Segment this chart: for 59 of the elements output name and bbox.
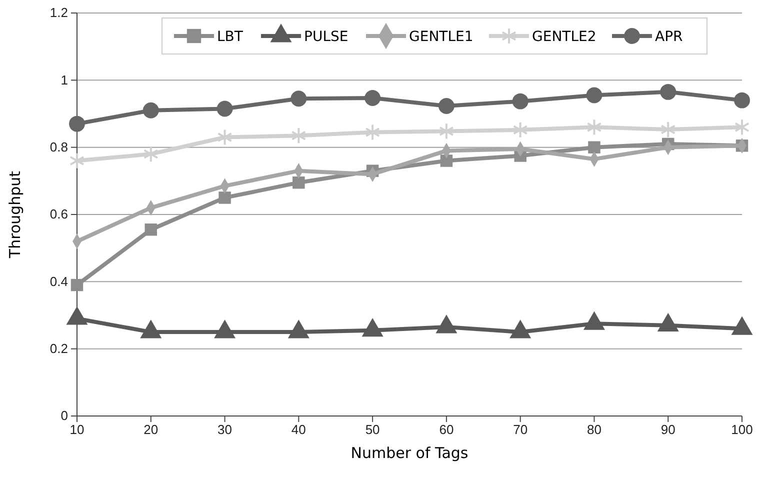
point: [365, 124, 380, 141]
legend-label: APR: [655, 29, 684, 45]
x-tick-label: 20: [144, 422, 158, 438]
x-tick-label: 70: [513, 422, 528, 438]
point: [512, 121, 528, 138]
point: [69, 152, 85, 170]
point: [438, 98, 454, 114]
x-tick-label: 80: [586, 422, 602, 438]
point: [586, 87, 602, 104]
point: [586, 118, 602, 136]
point: [436, 314, 458, 334]
x-tick-label: 90: [660, 422, 676, 438]
x-tick-label: 10: [70, 422, 84, 438]
point: [583, 311, 605, 330]
y-tick-label: 0: [60, 408, 68, 424]
y-axis-title: Throughput: [6, 170, 24, 260]
point: [660, 121, 676, 138]
y-tick-label: 0.2: [50, 340, 68, 356]
point: [734, 92, 750, 108]
x-tick-label: 50: [365, 422, 380, 438]
legend-label: GENTLE2: [532, 29, 596, 45]
point: [217, 128, 232, 146]
y-tick-label: 0.8: [50, 139, 68, 154]
point: [140, 320, 162, 338]
point: [143, 146, 158, 163]
point: [288, 320, 310, 338]
point: [142, 102, 159, 118]
legend-label: GENTLE1: [409, 29, 474, 45]
point: [440, 154, 453, 167]
point: [364, 90, 381, 106]
point: [657, 312, 679, 332]
x-tick-label: 100: [731, 422, 753, 438]
point: [66, 306, 88, 325]
point: [144, 223, 158, 236]
point: [512, 93, 528, 110]
x-tick-label: 40: [291, 422, 306, 438]
point: [69, 116, 85, 132]
y-tick-label: 0.6: [50, 206, 68, 222]
point: [214, 320, 236, 338]
point: [290, 90, 307, 107]
point: [216, 100, 233, 117]
point: [362, 318, 384, 337]
point: [734, 118, 750, 136]
x-tick-label: 60: [439, 422, 454, 438]
x-tick-label: 30: [218, 422, 232, 438]
legend-label: PULSE: [304, 29, 348, 45]
y-tick-label: 0.4: [50, 274, 68, 289]
y-tick-label: 1: [60, 72, 68, 88]
x-axis-title: Number of Tags: [350, 444, 468, 462]
point: [731, 316, 753, 335]
point: [510, 320, 532, 338]
legend-label: LBT: [217, 29, 244, 45]
point: [292, 176, 305, 189]
point: [660, 84, 676, 100]
y-tick-label: 1.2: [50, 5, 68, 20]
point: [291, 127, 306, 144]
point: [438, 122, 454, 140]
point: [218, 192, 231, 204]
point: [588, 141, 600, 154]
